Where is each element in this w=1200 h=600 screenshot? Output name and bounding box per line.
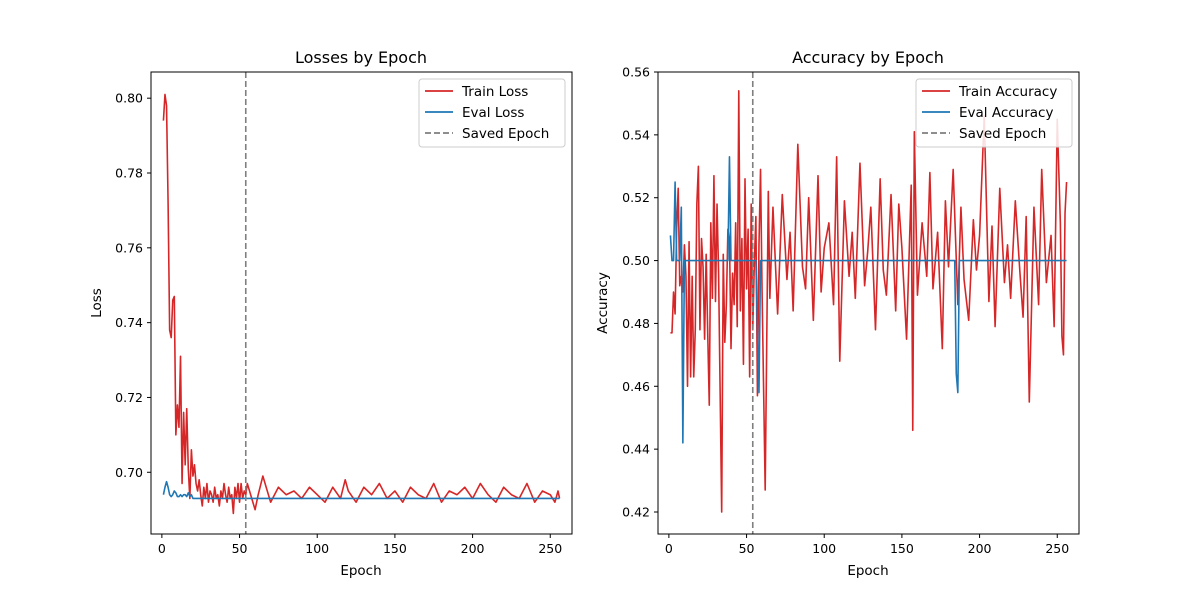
- y-tick-label: 0.48: [622, 316, 650, 331]
- x-axis-label: Epoch: [340, 563, 381, 579]
- x-tick-label: 100: [812, 541, 836, 556]
- series-line-train: [670, 90, 1068, 513]
- x-tick-label: 150: [890, 541, 914, 556]
- x-tick-label: 0: [158, 541, 166, 556]
- legend-entry-saved: Saved Epoch: [922, 126, 1046, 142]
- x-tick-label: 250: [1045, 541, 1069, 556]
- legend-label: Saved Epoch: [959, 126, 1046, 142]
- x-tick-label: 250: [538, 541, 562, 556]
- legend-label: Eval Accuracy: [959, 105, 1053, 121]
- accuracy-chart: Accuracy by Epoch Epoch Accuracy 0 50 100 1…: [595, 48, 1080, 579]
- series-line-eval: [162, 480, 560, 500]
- legend-label: Train Accuracy: [958, 84, 1057, 100]
- x-tick-label: 100: [305, 541, 329, 556]
- y-tick-label: 0.46: [622, 379, 650, 394]
- legend-label: Saved Epoch: [462, 126, 549, 142]
- y-tick-label: 0.70: [115, 465, 143, 480]
- legend-entry-train: Train Loss: [425, 84, 528, 100]
- axes-frame: [150, 71, 573, 535]
- chart-title: Losses by Epoch: [295, 48, 427, 67]
- series-line-eval: [669, 156, 1067, 444]
- series-line-train: [162, 93, 561, 515]
- losses-chart: Losses by Epoch Epoch Loss 0 50 100 150 200 2…: [89, 48, 573, 579]
- legend-box: [418, 78, 566, 148]
- legend-label: Train Loss: [461, 84, 528, 100]
- legend: Train Loss Eval Loss Saved Epoch: [418, 78, 566, 148]
- y-tick-label: 0.74: [115, 315, 143, 330]
- y-tick-label: 0.72: [115, 390, 143, 405]
- legend-entry-saved: Saved Epoch: [425, 126, 549, 142]
- y-tick-label: 0.42: [622, 505, 650, 520]
- x-tick-label: 0: [665, 541, 673, 556]
- chart-title: Accuracy by Epoch: [792, 48, 944, 67]
- x-tick-label: 50: [232, 541, 248, 556]
- y-tick-label: 0.80: [115, 91, 143, 106]
- y-tick-label: 0.56: [622, 65, 650, 80]
- y-tick-label: 0.52: [622, 190, 650, 205]
- axes-frame: [657, 71, 1080, 535]
- y-axis-label: Accuracy: [595, 272, 611, 334]
- legend-box: [915, 78, 1073, 148]
- y-tick-label: 0.54: [622, 127, 650, 142]
- y-tick-label: 0.76: [115, 240, 143, 255]
- x-tick-label: 50: [739, 541, 755, 556]
- x-tick-label: 200: [968, 541, 992, 556]
- legend-entry-train: Train Accuracy: [922, 84, 1057, 100]
- x-tick-label: 200: [461, 541, 485, 556]
- y-tick-label: 0.78: [115, 166, 143, 181]
- x-tick-label: 150: [383, 541, 407, 556]
- legend-label: Eval Loss: [462, 105, 524, 121]
- legend-entry-eval: Eval Accuracy: [922, 105, 1053, 121]
- legend-entry-eval: Eval Loss: [425, 105, 524, 121]
- y-tick-label: 0.50: [622, 253, 650, 268]
- y-tick-label: 0.44: [622, 442, 650, 457]
- plot-area: [669, 72, 1068, 534]
- x-axis-label: Epoch: [847, 563, 888, 579]
- y-axis-label: Loss: [89, 288, 105, 318]
- legend: Train Accuracy Eval Accuracy Saved Epoch: [915, 78, 1073, 148]
- plot-area: [162, 72, 561, 534]
